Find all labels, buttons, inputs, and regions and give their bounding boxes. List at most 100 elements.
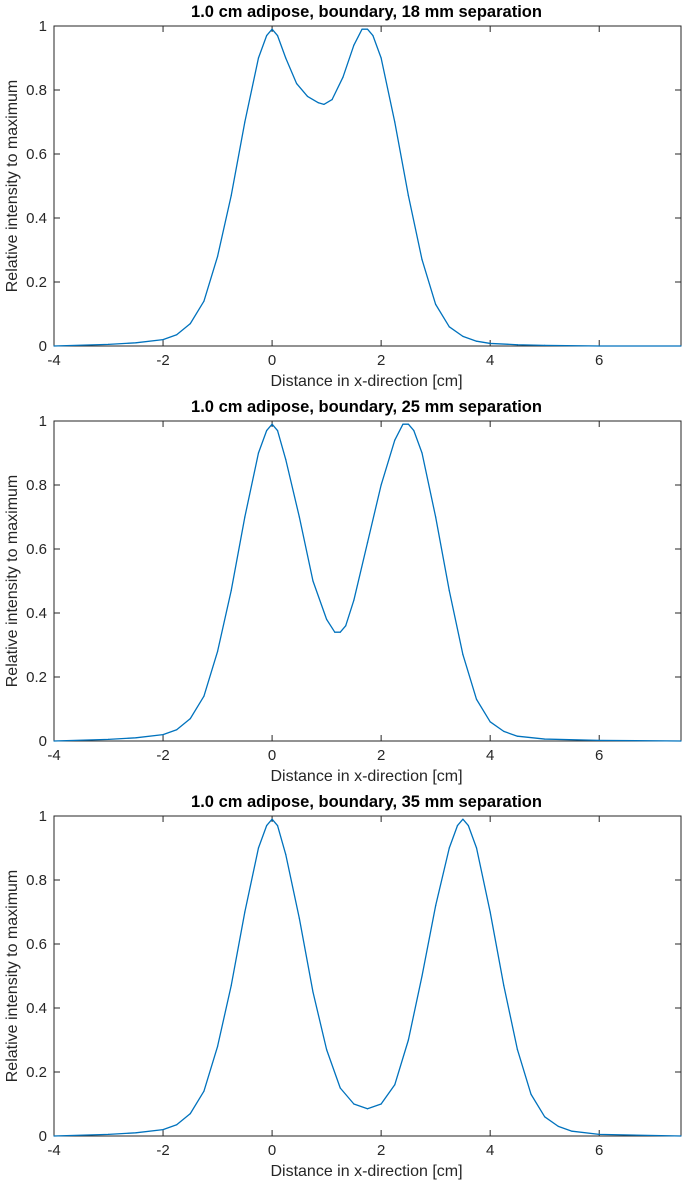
y-tick-label: 1 — [39, 18, 47, 35]
data-point — [331, 99, 333, 101]
x-tick-label: 4 — [486, 747, 494, 764]
y-tick-label: 0.4 — [26, 605, 47, 622]
x-tick-label: 0 — [268, 747, 276, 764]
y-tick-label: 0.6 — [26, 541, 47, 558]
y-axis-label: Relative intensity to maximum — [4, 475, 21, 688]
data-point — [53, 345, 55, 347]
data-point — [216, 650, 219, 652]
chart-svg: 1.0 cm adipose, boundary, 18 mm separati… — [4, 3, 682, 390]
x-axis-label: Distance in x-direction [cm] — [270, 373, 462, 390]
data-point — [353, 44, 355, 46]
chart-svg: 1.0 cm adipose, boundary, 25 mm separati… — [4, 398, 682, 785]
data-point — [544, 344, 546, 346]
data-point — [244, 911, 246, 913]
data-point — [544, 1116, 546, 1118]
chart-panel-1: 1.0 cm adipose, boundary, 18 mm separati… — [0, 0, 685, 395]
data-point — [216, 1045, 219, 1047]
data-point — [230, 985, 232, 987]
y-tick-label: 0.8 — [26, 477, 47, 494]
x-tick-label: -4 — [47, 747, 60, 764]
data-point — [323, 103, 325, 105]
data-point — [162, 339, 164, 341]
data-point — [339, 631, 341, 633]
data-point — [544, 738, 546, 740]
x-tick-label: 2 — [377, 1142, 385, 1159]
data-point — [448, 326, 450, 328]
y-tick-label: 0 — [39, 1128, 47, 1145]
data-point — [298, 516, 300, 518]
data-point — [271, 423, 273, 425]
data-point — [503, 985, 505, 987]
data-point — [257, 847, 260, 849]
y-tick-label: 0 — [39, 733, 47, 750]
series-line — [53, 28, 681, 347]
data-point — [462, 654, 464, 656]
data-point — [394, 439, 396, 441]
data-point — [598, 1133, 600, 1135]
data-point — [413, 430, 415, 432]
data-point — [448, 590, 450, 592]
x-tick-label: -2 — [156, 352, 169, 369]
y-tick-label: 0.4 — [26, 1000, 47, 1017]
data-point — [276, 825, 279, 827]
x-tick-label: -2 — [156, 1142, 169, 1159]
y-tick-label: 0 — [39, 338, 47, 355]
x-tick-label: 0 — [268, 1142, 276, 1159]
chart-panel-3: 1.0 cm adipose, boundary, 35 mm separati… — [0, 790, 685, 1185]
x-tick-label: 6 — [595, 747, 603, 764]
y-tick-label: 0.8 — [26, 872, 47, 889]
data-point — [53, 740, 55, 742]
y-tick-label: 0.2 — [26, 669, 47, 686]
data-point — [462, 335, 464, 337]
data-point — [135, 1132, 137, 1134]
data-point — [372, 35, 374, 37]
data-point — [312, 991, 314, 993]
data-point — [266, 430, 268, 432]
data-point — [361, 28, 363, 30]
data-point — [353, 599, 355, 601]
data-point — [407, 195, 409, 197]
data-point — [326, 1049, 328, 1051]
data-point — [271, 818, 273, 820]
data-point — [456, 825, 459, 827]
data-point — [203, 300, 205, 302]
data-point — [244, 121, 246, 123]
data-point — [107, 343, 110, 345]
y-tick-label: 0.2 — [26, 1064, 47, 1081]
data-point — [394, 1084, 396, 1086]
y-tick-label: 0.2 — [26, 274, 47, 291]
y-axis-label: Relative intensity to maximum — [4, 870, 21, 1083]
data-point — [298, 917, 300, 919]
data-point — [135, 342, 137, 344]
x-tick-label: 6 — [595, 1142, 603, 1159]
data-point — [475, 340, 478, 342]
data-point — [516, 1049, 519, 1051]
data-point — [489, 721, 491, 723]
data-point — [366, 1108, 369, 1110]
data-point — [421, 259, 423, 261]
data-point — [598, 345, 600, 347]
data-point — [407, 423, 409, 425]
data-point — [176, 729, 178, 731]
axes-box — [53, 25, 682, 347]
data-point — [266, 35, 268, 37]
x-tick-label: -2 — [156, 747, 169, 764]
data-point — [276, 35, 279, 37]
chart-title: 1.0 cm adipose, boundary, 35 mm separati… — [191, 793, 542, 811]
x-tick-label: 0 — [268, 352, 276, 369]
axes-box — [53, 420, 682, 742]
data-point — [339, 1087, 341, 1089]
data-point — [366, 542, 369, 544]
data-point — [407, 1039, 409, 1041]
data-point — [53, 1135, 55, 1137]
x-tick-label: 2 — [377, 352, 385, 369]
data-point — [366, 28, 369, 30]
data-point — [680, 1135, 682, 1137]
data-point — [162, 734, 164, 736]
y-tick-label: 1 — [39, 413, 47, 430]
x-tick-label: 2 — [377, 747, 385, 764]
data-point — [257, 452, 260, 454]
series-points — [53, 423, 682, 742]
data-point — [353, 1103, 355, 1105]
